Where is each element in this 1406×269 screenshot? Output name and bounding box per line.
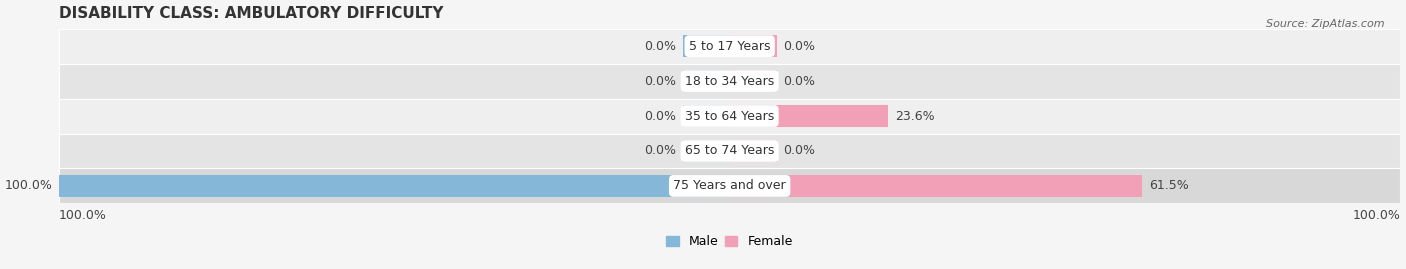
- Bar: [59, 63, 1400, 98]
- Text: 100.0%: 100.0%: [4, 179, 52, 192]
- Bar: [59, 175, 730, 197]
- Text: 0.0%: 0.0%: [783, 40, 815, 53]
- Text: 5 to 17 Years: 5 to 17 Years: [689, 40, 770, 53]
- Text: 100.0%: 100.0%: [59, 209, 107, 222]
- Bar: [730, 35, 776, 57]
- Bar: [730, 70, 776, 92]
- Bar: [683, 70, 730, 92]
- Bar: [683, 140, 730, 162]
- Bar: [730, 140, 776, 162]
- Text: DISABILITY CLASS: AMBULATORY DIFFICULTY: DISABILITY CLASS: AMBULATORY DIFFICULTY: [59, 6, 443, 20]
- Bar: [730, 105, 889, 127]
- Text: 100.0%: 100.0%: [1353, 209, 1400, 222]
- Text: Source: ZipAtlas.com: Source: ZipAtlas.com: [1267, 19, 1385, 29]
- Text: 0.0%: 0.0%: [783, 75, 815, 88]
- Bar: [59, 133, 1400, 168]
- Bar: [59, 29, 1400, 63]
- Bar: [59, 98, 1400, 133]
- Text: 35 to 64 Years: 35 to 64 Years: [685, 109, 775, 123]
- Bar: [730, 175, 1142, 197]
- Text: 0.0%: 0.0%: [644, 144, 676, 157]
- Text: 18 to 34 Years: 18 to 34 Years: [685, 75, 775, 88]
- Text: 75 Years and over: 75 Years and over: [673, 179, 786, 192]
- Text: 23.6%: 23.6%: [894, 109, 935, 123]
- Text: 0.0%: 0.0%: [644, 109, 676, 123]
- Bar: [59, 168, 1400, 203]
- Bar: [683, 35, 730, 57]
- Text: 61.5%: 61.5%: [1149, 179, 1188, 192]
- Text: 65 to 74 Years: 65 to 74 Years: [685, 144, 775, 157]
- Text: 0.0%: 0.0%: [783, 144, 815, 157]
- Text: 0.0%: 0.0%: [644, 75, 676, 88]
- Text: 0.0%: 0.0%: [644, 40, 676, 53]
- Bar: [683, 105, 730, 127]
- Legend: Male, Female: Male, Female: [661, 230, 797, 253]
